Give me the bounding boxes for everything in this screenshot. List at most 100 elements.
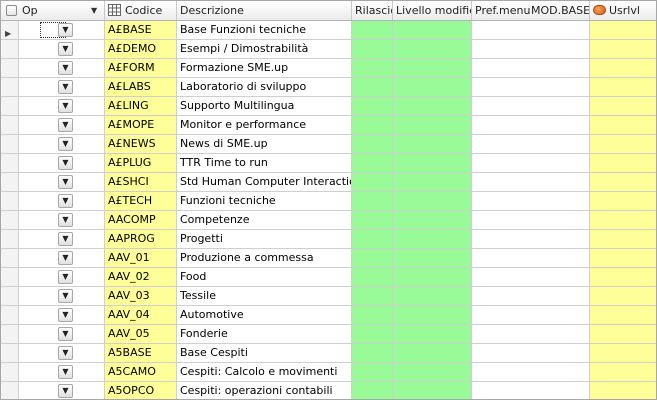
row-rilascio-cell[interactable] <box>352 382 393 399</box>
row-descrizione-cell[interactable]: Produzione a commessa <box>177 249 352 268</box>
chevron-down-icon[interactable]: ▼ <box>58 175 73 189</box>
row-rilascio-cell[interactable] <box>352 230 393 249</box>
row-op-cell[interactable]: ▼ <box>19 154 105 173</box>
row-usrlvl-cell[interactable] <box>590 249 656 268</box>
table-row[interactable]: ▼ A£SHCI Std Human Computer Interaction <box>1 173 656 192</box>
row-op-cell[interactable]: ▼ <box>19 135 105 154</box>
row-livello-cell[interactable] <box>393 268 472 287</box>
chevron-down-icon[interactable]: ▼ <box>58 384 73 398</box>
row-op-cell[interactable]: ▼ <box>19 173 105 192</box>
row-op-cell[interactable]: ▼ <box>19 287 105 306</box>
chevron-down-icon[interactable]: ▼ <box>58 156 73 170</box>
row-codice-cell[interactable]: AAV_05 <box>105 325 177 344</box>
chevron-down-icon[interactable]: ▼ <box>58 23 73 37</box>
row-descrizione-cell[interactable]: Funzioni tecniche <box>177 192 352 211</box>
row-usrlvl-cell[interactable] <box>590 40 656 59</box>
row-descrizione-cell[interactable]: Cespiti: operazioni contabili <box>177 382 352 399</box>
row-op-cell[interactable]: ▼ <box>19 116 105 135</box>
row-rilascio-cell[interactable] <box>352 287 393 306</box>
row-codice-cell[interactable]: A£FORM <box>105 59 177 78</box>
row-rilascio-cell[interactable] <box>352 325 393 344</box>
row-pref-menu-cell[interactable] <box>472 97 590 116</box>
row-pref-menu-cell[interactable] <box>472 135 590 154</box>
table-row[interactable]: ▼ A£TECH Funzioni tecniche <box>1 192 656 211</box>
row-livello-cell[interactable] <box>393 59 472 78</box>
row-usrlvl-cell[interactable] <box>590 382 656 399</box>
row-livello-cell[interactable] <box>393 192 472 211</box>
row-pref-menu-cell[interactable] <box>472 211 590 230</box>
row-usrlvl-cell[interactable] <box>590 211 656 230</box>
row-usrlvl-cell[interactable] <box>590 325 656 344</box>
row-rilascio-cell[interactable] <box>352 40 393 59</box>
row-descrizione-cell[interactable]: Competenze <box>177 211 352 230</box>
row-op-cell[interactable]: ▼ <box>19 192 105 211</box>
row-rilascio-cell[interactable] <box>352 78 393 97</box>
row-op-cell[interactable]: ▼ <box>19 97 105 116</box>
row-rilascio-cell[interactable] <box>352 135 393 154</box>
row-codice-cell[interactable]: A£BASE <box>105 21 177 40</box>
table-row[interactable]: ▼ A5BASE Base Cespiti <box>1 344 656 363</box>
row-rilascio-cell[interactable] <box>352 192 393 211</box>
table-row[interactable]: ▼ A£MOPE Monitor e performance <box>1 116 656 135</box>
row-op-cell[interactable]: ▼ <box>19 325 105 344</box>
row-rilascio-cell[interactable] <box>352 268 393 287</box>
row-codice-cell[interactable]: A5OPCO <box>105 382 177 399</box>
row-descrizione-cell[interactable]: Progetti <box>177 230 352 249</box>
row-pref-menu-cell[interactable] <box>472 306 590 325</box>
chevron-down-icon[interactable]: ▼ <box>58 232 73 246</box>
table-row[interactable]: ▶ ▼ A£BASE Base Funzioni tecniche <box>1 21 656 40</box>
row-descrizione-cell[interactable]: Supporto Multilingua <box>177 97 352 116</box>
row-codice-cell[interactable]: A£MOPE <box>105 116 177 135</box>
chevron-down-icon[interactable]: ▼ <box>58 137 73 151</box>
table-row[interactable]: ▼ A5OPCO Cespiti: operazioni contabili <box>1 382 656 399</box>
row-pref-menu-cell[interactable] <box>472 287 590 306</box>
row-usrlvl-cell[interactable] <box>590 173 656 192</box>
row-livello-cell[interactable] <box>393 230 472 249</box>
chevron-down-icon[interactable]: ▼ <box>58 270 73 284</box>
row-codice-cell[interactable]: AAV_02 <box>105 268 177 287</box>
row-descrizione-cell[interactable]: Tessile <box>177 287 352 306</box>
chevron-down-icon[interactable]: ▼ <box>58 80 73 94</box>
row-usrlvl-cell[interactable] <box>590 59 656 78</box>
row-livello-cell[interactable] <box>393 382 472 399</box>
row-op-cell[interactable]: ▼ <box>19 211 105 230</box>
row-livello-cell[interactable] <box>393 78 472 97</box>
header-codice[interactable]: Codice <box>105 1 177 20</box>
row-pref-menu-cell[interactable] <box>472 249 590 268</box>
chevron-down-icon[interactable]: ▼ <box>58 327 73 341</box>
table-row[interactable]: ▼ A£DEMO Esempi / Dimostrabilità <box>1 40 656 59</box>
row-rilascio-cell[interactable] <box>352 173 393 192</box>
row-codice-cell[interactable]: AACOMP <box>105 211 177 230</box>
table-row[interactable]: ▼ AAV_04 Automotive <box>1 306 656 325</box>
row-livello-cell[interactable] <box>393 154 472 173</box>
row-usrlvl-cell[interactable] <box>590 135 656 154</box>
row-descrizione-cell[interactable]: Esempi / Dimostrabilità <box>177 40 352 59</box>
row-descrizione-cell[interactable]: Automotive <box>177 306 352 325</box>
table-row[interactable]: ▼ A£PLUG TTR Time to run <box>1 154 656 173</box>
row-op-cell[interactable]: ▼ <box>19 344 105 363</box>
row-pref-menu-cell[interactable] <box>472 344 590 363</box>
row-livello-cell[interactable] <box>393 287 472 306</box>
row-usrlvl-cell[interactable] <box>590 306 656 325</box>
row-livello-cell[interactable] <box>393 173 472 192</box>
table-row[interactable]: ▼ A£FORM Formazione SME.up <box>1 59 656 78</box>
row-livello-cell[interactable] <box>393 344 472 363</box>
checkbox-icon[interactable] <box>6 5 17 16</box>
row-codice-cell[interactable]: A£SHCI <box>105 173 177 192</box>
row-usrlvl-cell[interactable] <box>590 21 656 40</box>
row-usrlvl-cell[interactable] <box>590 287 656 306</box>
row-op-cell[interactable]: ▼ <box>19 21 105 40</box>
row-rilascio-cell[interactable] <box>352 306 393 325</box>
row-usrlvl-cell[interactable] <box>590 116 656 135</box>
row-livello-cell[interactable] <box>393 116 472 135</box>
row-op-cell[interactable]: ▼ <box>19 230 105 249</box>
row-pref-menu-cell[interactable] <box>472 192 590 211</box>
row-pref-menu-cell[interactable] <box>472 154 590 173</box>
row-op-cell[interactable]: ▼ <box>19 382 105 399</box>
row-codice-cell[interactable]: A£LING <box>105 97 177 116</box>
row-op-cell[interactable]: ▼ <box>19 363 105 382</box>
header-pref-menu[interactable]: Pref.menu MOD.BASE <box>472 1 590 20</box>
header-descrizione[interactable]: Descrizione <box>177 1 352 20</box>
row-usrlvl-cell[interactable] <box>590 78 656 97</box>
row-codice-cell[interactable]: AAV_03 <box>105 287 177 306</box>
